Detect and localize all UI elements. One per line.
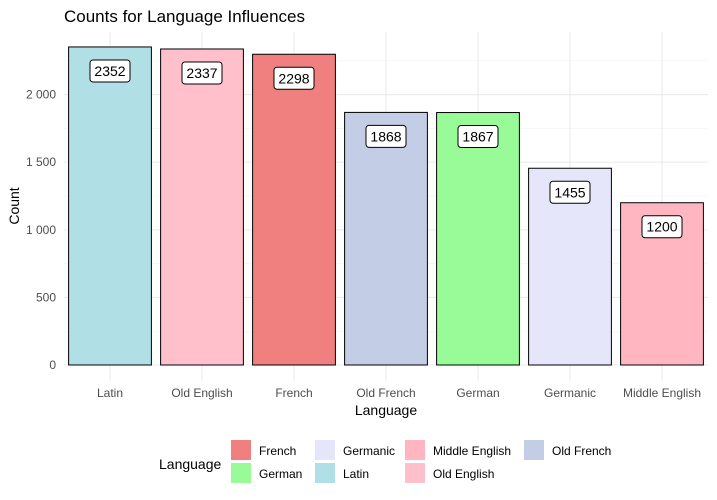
legend: Language French German Germanic Latin Middle… (159, 440, 611, 483)
bar (160, 48, 244, 366)
data-label: 2337 (186, 65, 217, 81)
data-label-box (181, 61, 223, 85)
x-tick-label: Old French (356, 386, 415, 400)
ticks: 0 500 1 000 1 500 2 000 Latin Old English Frenc… (26, 88, 701, 400)
legend-label: Middle English (433, 444, 511, 458)
data-label-box (641, 215, 683, 239)
legend-swatch (524, 440, 544, 460)
legend-label: Germanic (343, 444, 395, 458)
legend-label: Old French (552, 444, 611, 458)
legend-swatch (231, 440, 251, 460)
y-tick-label: 1 500 (26, 155, 56, 169)
data-label-box (365, 124, 407, 148)
legend-swatch (315, 440, 335, 460)
data-label-box (457, 125, 499, 149)
y-tick-label: 500 (36, 290, 56, 304)
data-label-box (549, 180, 591, 204)
legend-label: Old English (433, 467, 494, 481)
y-tick-label: 2 000 (26, 88, 56, 102)
legend-title: Language (159, 456, 222, 472)
bar (344, 111, 428, 366)
bars: 2352 2337 2298 1868 1867 1455 1200 (68, 46, 704, 366)
legend-swatch (405, 463, 425, 483)
data-label: 1455 (554, 184, 585, 200)
data-label-box (273, 66, 315, 90)
bar (252, 53, 336, 366)
legend-label: German (259, 467, 302, 481)
x-tick-label: German (456, 386, 499, 400)
data-label: 1200 (646, 219, 677, 235)
data-label: 2352 (94, 63, 125, 79)
x-tick-label: French (275, 386, 312, 400)
x-tick-label: Latin (97, 386, 123, 400)
x-axis-title: Language (355, 402, 418, 418)
legend-label: Latin (343, 467, 369, 481)
legend-swatch (405, 440, 425, 460)
chart-title: Counts for Language Influences (64, 7, 305, 26)
bar (68, 46, 152, 366)
legend-swatch (231, 463, 251, 483)
y-tick-label: 1 000 (26, 223, 56, 237)
y-tick-label: 0 (49, 358, 56, 372)
bar (436, 112, 520, 366)
data-label: 2298 (278, 70, 309, 86)
data-label: 1868 (370, 128, 401, 144)
x-tick-label: Germanic (544, 386, 596, 400)
x-tick-label: Old English (171, 386, 232, 400)
legend-label: French (259, 444, 296, 458)
data-label: 1867 (462, 129, 493, 145)
y-axis-title: Count (6, 187, 22, 224)
data-label-box (89, 59, 131, 83)
x-tick-label: Middle English (623, 386, 701, 400)
legend-swatch (315, 463, 335, 483)
